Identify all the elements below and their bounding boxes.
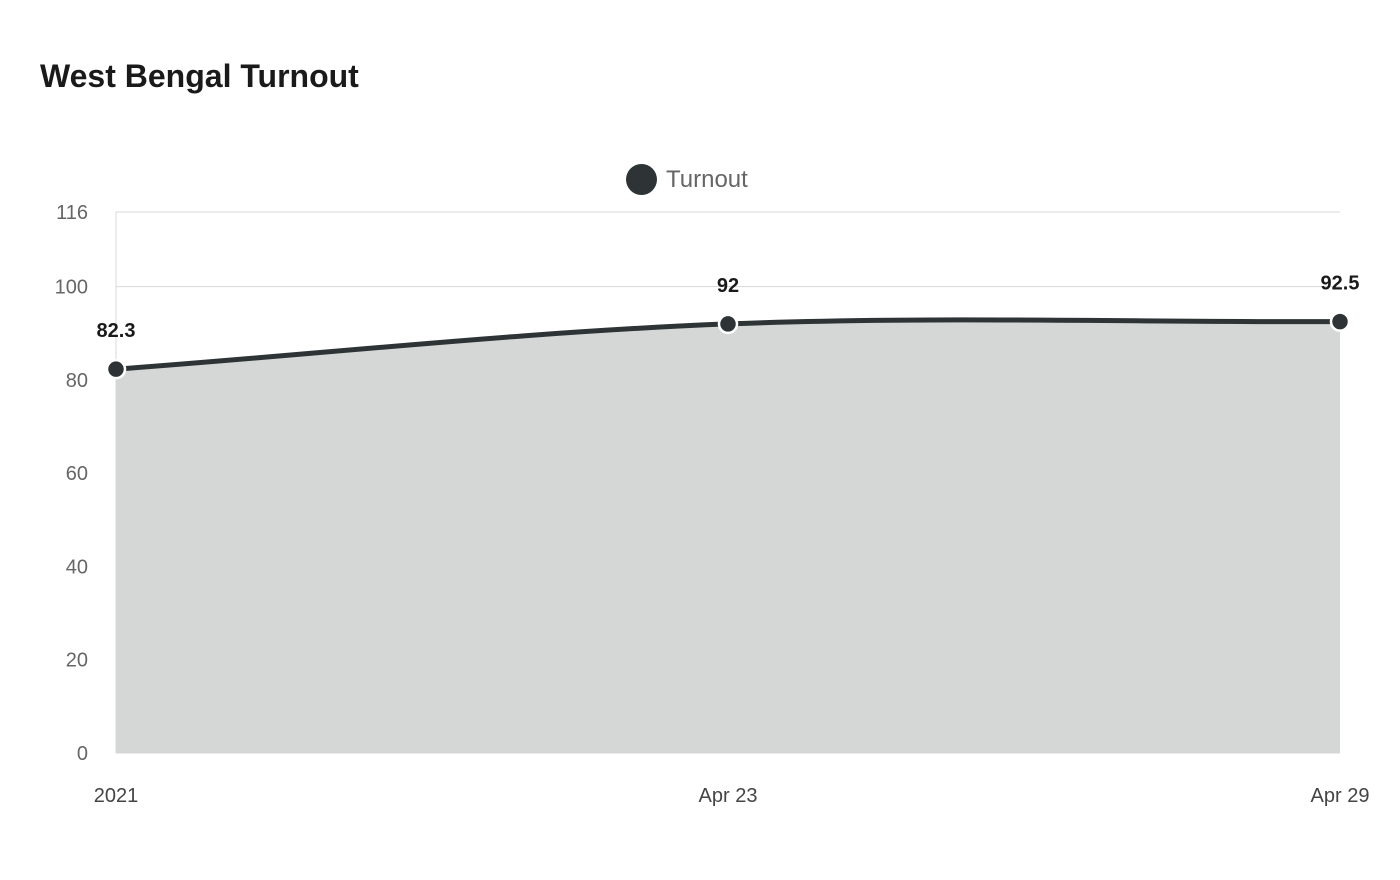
area-fill-turnout: [116, 319, 1340, 753]
data-point[interactable]: [105, 358, 127, 380]
data-label: 92: [717, 275, 739, 297]
data-points: [105, 311, 1351, 380]
x-tick-label: 2021: [94, 785, 139, 807]
legend-swatch: [626, 164, 657, 195]
y-tick-label: 100: [55, 277, 88, 299]
data-label: 92.5: [1321, 273, 1360, 295]
y-tick-label: 40: [66, 556, 88, 578]
legend-label-turnout: Turnout: [666, 165, 748, 193]
y-tick-label: 116: [56, 202, 88, 224]
y-tick-label: 20: [66, 650, 88, 672]
data-label: 82.3: [97, 320, 136, 342]
legend[interactable]: Turnout: [626, 164, 748, 195]
chart-title: West Bengal Turnout: [40, 58, 359, 94]
data-labels: 82.3 92 92.5: [97, 273, 1360, 343]
data-point[interactable]: [717, 313, 739, 335]
y-tick-label: 60: [66, 463, 88, 485]
x-tick-label: Apr 29: [1311, 785, 1370, 807]
x-tick-label: Apr 23: [699, 785, 758, 807]
y-axis-ticks: 0 20 40 60 80 100 116: [55, 202, 88, 765]
y-tick-label: 80: [66, 370, 88, 392]
y-tick-label: 0: [77, 743, 88, 765]
x-axis-ticks: 2021 Apr 23 Apr 29: [94, 785, 1370, 807]
data-point[interactable]: [1329, 311, 1351, 332]
